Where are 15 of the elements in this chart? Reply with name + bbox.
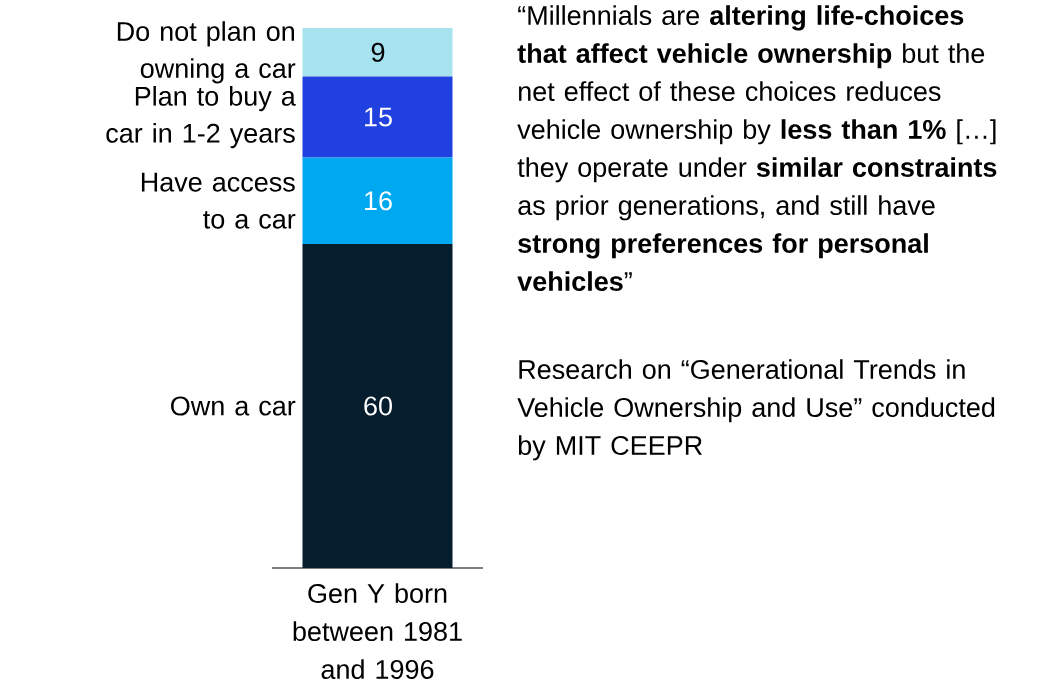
x-tick-label: Gen Y born between 1981 and 1996 <box>293 583 462 680</box>
bar <box>302 244 453 568</box>
data-label: 16 <box>365 191 392 211</box>
text: Research on “Generational Trends in Vehicle Ownership and Use” conducted by MIT CEEPR <box>517 359 995 461</box>
bar <box>302 27 453 77</box>
series-label: Do not plan on owning a car <box>117 21 296 84</box>
series-label: Own a car <box>171 396 296 416</box>
data-label: 15 <box>365 107 392 127</box>
series-label: Have access to a car <box>141 172 296 229</box>
series-label: Plan to buy a car in 1-2 years <box>106 86 296 149</box>
bar <box>302 157 453 244</box>
text: “Millennials are altering life-choices that affect vehicle ownership but the net effect of these choices reduces vehicle ownership by less than 1% […] they operate under similar constraints as prior generations, and still have strong preferences for personal vehicles” <box>517 5 997 292</box>
data-label: 9 <box>371 42 385 62</box>
data-label: 60 <box>364 396 392 416</box>
bar <box>302 76 453 158</box>
